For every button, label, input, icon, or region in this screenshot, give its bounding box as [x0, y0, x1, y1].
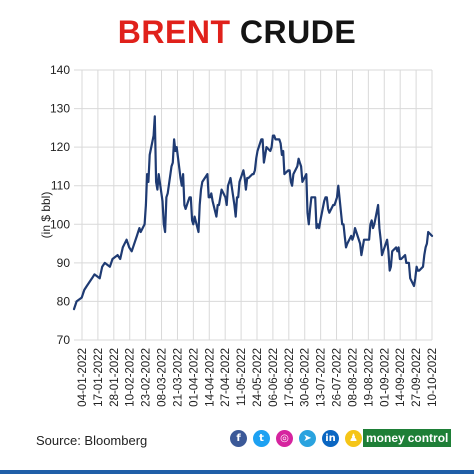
x-tick-label: 17-01-2022: [93, 348, 105, 407]
x-tick-label: 11-05-2022: [236, 348, 248, 406]
y-tick-label: 110: [51, 179, 70, 193]
title-part-brent: BRENT: [117, 14, 231, 50]
instagram-icon[interactable]: ◎: [276, 430, 293, 447]
x-tick-label: 27-09-2022: [411, 348, 423, 407]
y-axis-label: (in $ bbl): [39, 192, 53, 239]
y-tick-label: 80: [57, 294, 71, 308]
x-tick-label: 10-02-2022: [125, 348, 137, 407]
x-tick-label: 06-06-2022: [268, 348, 280, 407]
x-tick-label: 01-04-2022: [188, 348, 200, 407]
grid-layer: [74, 69, 433, 341]
x-tick-label: 17-06-2022: [284, 348, 296, 407]
logo-part-money: money: [363, 429, 408, 447]
x-tick-label: 30-06-2022: [300, 348, 312, 407]
x-tick-label: 21-03-2022: [172, 348, 184, 407]
twitter-icon[interactable]: t: [253, 430, 270, 447]
moneycontrol-logo[interactable]: money control: [363, 429, 452, 447]
y-tick-label: 100: [50, 217, 70, 231]
telegram-icon[interactable]: ➤: [299, 430, 316, 447]
y-tick-label: 120: [50, 140, 70, 154]
y-axis-ticks: 70 80 90 100 110 120 130 140: [50, 63, 70, 347]
x-tick-label: 13-07-2022: [316, 348, 328, 407]
brent-crude-line-chart: 70 80 90 100 110 120 130 140 04-01-2022 17-01-20…: [39, 63, 439, 407]
y-tick-label: 140: [50, 63, 70, 77]
facebook-icon[interactable]: f: [230, 430, 247, 447]
x-tick-label: 27-04-2022: [220, 348, 232, 407]
snapchat-icon[interactable]: ♟: [345, 430, 362, 447]
linkedin-icon[interactable]: in: [322, 430, 339, 447]
x-tick-label: 14-04-2022: [204, 348, 216, 407]
x-tick-label: 19-08-2022: [363, 348, 375, 407]
footer: Source: Bloomberg f t ◎ ➤ in ♟ money control: [0, 420, 474, 474]
x-tick-label: 24-05-2022: [252, 348, 264, 407]
x-tick-label: 26-07-2022: [332, 348, 344, 407]
y-tick-label: 130: [50, 102, 70, 116]
chart-title: BRENT CRUDE: [0, 14, 474, 51]
source-note: Source: Bloomberg: [36, 433, 148, 448]
title-part-crude: CRUDE: [239, 14, 357, 50]
x-axis-ticks: 04-01-2022 17-01-2022 28-01-2022 10-02-2022…: [77, 348, 439, 407]
x-tick-label: 10-10-2022: [427, 348, 439, 407]
bottom-accent-bar: [0, 470, 474, 474]
x-tick-label: 01-09-2022: [379, 348, 391, 407]
y-tick-label: 70: [57, 333, 71, 347]
x-tick-label: 08-08-2022: [347, 348, 359, 407]
x-tick-label: 08-03-2022: [157, 348, 169, 407]
x-tick-label: 14-09-2022: [395, 348, 407, 407]
x-tick-label: 23-02-2022: [141, 348, 153, 407]
y-tick-label: 90: [57, 256, 71, 270]
logo-part-control: control: [407, 429, 452, 447]
social-icons: f t ◎ ➤ in ♟: [230, 430, 362, 447]
x-tick-label: 04-01-2022: [77, 348, 89, 407]
x-tick-label: 28-01-2022: [109, 348, 121, 407]
series-line-brent-price: [72, 115, 434, 311]
